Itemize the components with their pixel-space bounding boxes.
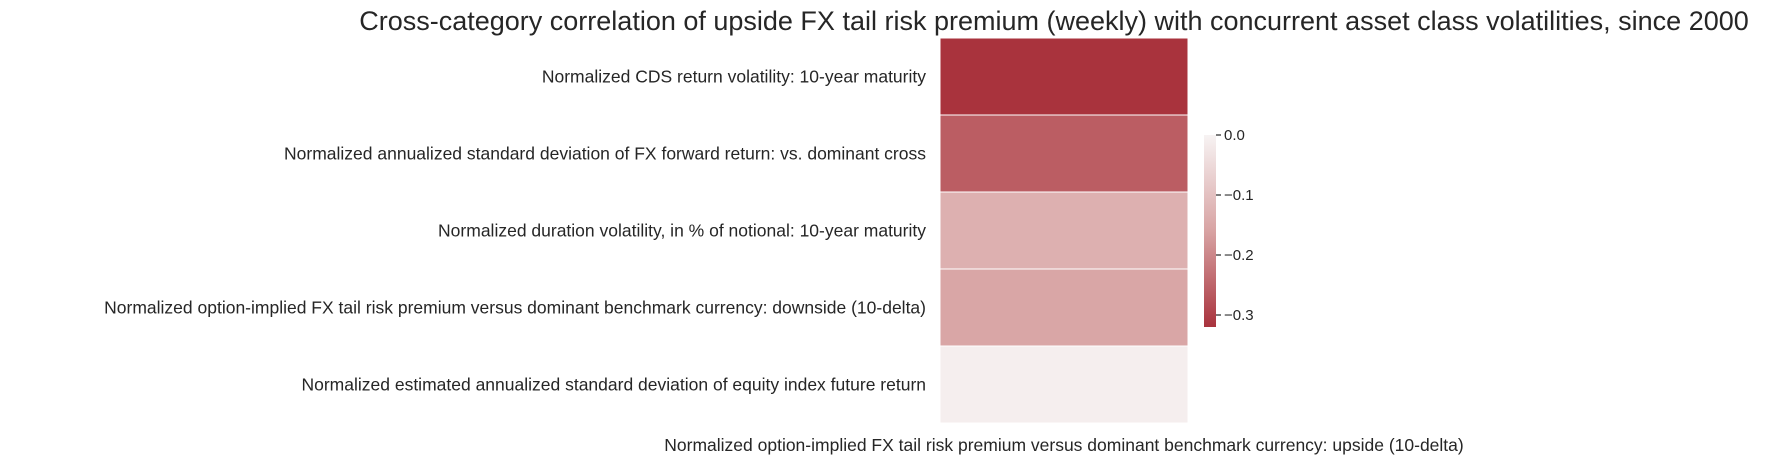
row-label: Normalized duration volatility, in % of … bbox=[438, 221, 926, 241]
heatmap-cell bbox=[939, 191, 1189, 270]
heatmap-cell bbox=[939, 114, 1189, 193]
heatmap-cell bbox=[939, 37, 1189, 116]
heatmap-cell bbox=[939, 345, 1189, 424]
row-label: Normalized option-implied FX tail risk p… bbox=[104, 298, 926, 318]
colorbar-tick-label: −0.1 bbox=[1224, 187, 1254, 204]
row-label: Normalized annualized standard deviation… bbox=[284, 144, 926, 164]
colorbar-ticks: 0.0 −0.1 −0.2 −0.3 bbox=[1216, 127, 1254, 324]
x-axis-label: Normalized option-implied FX tail risk p… bbox=[664, 435, 1463, 455]
heatmap-cell bbox=[939, 268, 1189, 347]
colorbar: 0.0 −0.1 −0.2 −0.3 bbox=[1204, 127, 1254, 327]
colorbar-tick-label: −0.3 bbox=[1224, 307, 1254, 324]
row-labels: Normalized CDS return volatility: 10-yea… bbox=[104, 67, 926, 395]
heatmap-cells bbox=[939, 37, 1189, 424]
row-label: Normalized CDS return volatility: 10-yea… bbox=[542, 67, 926, 87]
row-label: Normalized estimated annualized standard… bbox=[301, 375, 926, 395]
chart-title: Cross-category correlation of upside FX … bbox=[359, 6, 1749, 36]
colorbar-tick-label: −0.2 bbox=[1224, 247, 1254, 264]
colorbar-gradient bbox=[1204, 135, 1216, 327]
colorbar-tick-label: 0.0 bbox=[1224, 127, 1245, 144]
